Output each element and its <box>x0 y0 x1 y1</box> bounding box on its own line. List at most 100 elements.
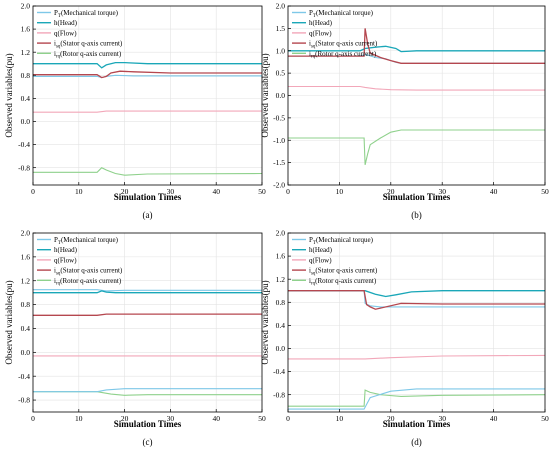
legend-label-rotor: irq(Rotor q-axis current) <box>54 50 122 60</box>
x-axis-label: Simulation Times <box>383 192 451 202</box>
legend-label-flow: q(Flow) <box>54 256 77 264</box>
y-tick-label: 1.2 <box>276 275 286 284</box>
series-line-torque <box>33 289 262 292</box>
legend-label-rotor: irq(Rotor q-axis current) <box>309 50 377 60</box>
legend-label-torque: PT(Mechanical torque) <box>54 236 119 246</box>
y-tick-label: 1.6 <box>21 25 31 34</box>
y-tick-label: 0.4 <box>21 324 31 333</box>
x-tick-label: 10 <box>75 187 83 196</box>
legend-label-rotor: irq(Rotor q-axis current) <box>54 277 122 287</box>
legend-label-torque: PT(Mechanical torque) <box>309 236 374 246</box>
series-line-rotor <box>33 167 263 176</box>
y-tick-label: -0.5 <box>273 113 285 122</box>
y-tick-label: 1.2 <box>21 276 31 285</box>
panel-label: (b) <box>411 210 422 220</box>
x-tick-label: 20 <box>121 414 129 423</box>
y-tick-label: -0.4 <box>18 372 30 381</box>
series-line-flow <box>288 85 545 91</box>
series-line-head <box>288 290 545 298</box>
series-line-stator <box>33 313 262 316</box>
x-tick-label: 50 <box>258 414 266 423</box>
legend-label-stator: isq(Stator q-axis current) <box>309 40 378 50</box>
y-tick-label: -2.0 <box>273 181 285 190</box>
series-line-stator <box>33 70 262 79</box>
y-tick-label: 0.8 <box>21 300 31 309</box>
y-tick-label: 0.0 <box>276 344 286 353</box>
legend: PT(Mechanical torque)h(Head) q(Flow) isq(S… <box>292 9 378 60</box>
y-tick-label: 0.4 <box>276 321 286 330</box>
legend-label-head: h(Head) <box>54 246 78 254</box>
x-tick-label: 10 <box>336 187 344 196</box>
panel-label: (a) <box>143 210 153 220</box>
legend-label-head: h(Head) <box>54 19 78 27</box>
x-tick-label: 50 <box>541 414 549 423</box>
y-tick-label: 0.0 <box>276 91 286 100</box>
x-tick-label: 0 <box>286 414 290 423</box>
legend-label-torque: PT(Mechanical torque) <box>54 9 119 19</box>
y-tick-label: 0.4 <box>21 94 31 103</box>
series-line-stator <box>288 290 545 310</box>
series-line-head <box>288 45 545 53</box>
chart-panel-a: 0 10 20 30 40 50 -0.8 -0.4 0.0 0.4 0.8 1.2 1.6 2.0 Sim… <box>4 2 266 220</box>
plot-frame <box>32 5 263 186</box>
x-axis-label: Simulation Times <box>383 419 451 429</box>
y-axis-label: Observed variables(pu) <box>260 280 270 364</box>
y-tick-label: -0.8 <box>18 396 30 405</box>
legend-label-stator: isq(Stator q-axis current) <box>54 40 123 50</box>
x-tick-label: 10 <box>75 414 83 423</box>
legend: PT(Mechanical torque)h(Head) q(Flow) isq(S… <box>37 9 123 60</box>
panel-label: (c) <box>143 437 153 447</box>
x-tick-label: 0 <box>31 414 35 423</box>
legend-label-head: h(Head) <box>309 19 333 27</box>
y-tick-label: 0.0 <box>21 348 31 357</box>
y-tick-label: 1.0 <box>276 46 286 55</box>
y-tick-label: 1.2 <box>21 48 31 57</box>
legend-label-stator: isq(Stator q-axis current) <box>54 267 123 277</box>
series-line-torque <box>33 388 262 393</box>
series-line-flow <box>33 110 262 113</box>
x-tick-label: 20 <box>121 187 129 196</box>
y-tick-label: 1.5 <box>276 24 286 33</box>
plot-frame <box>287 232 546 413</box>
x-tick-label: 30 <box>167 414 175 423</box>
y-tick-label: -0.4 <box>18 140 30 149</box>
y-tick-label: -0.8 <box>273 390 285 399</box>
legend: PT(Mechanical torque)h(Head) q(Flow) isq(S… <box>37 236 123 287</box>
x-tick-label: 10 <box>336 414 344 423</box>
x-axis-label: Simulation Times <box>114 419 182 429</box>
panel-label: (d) <box>411 437 422 447</box>
x-tick-label: 40 <box>212 187 220 196</box>
chart-panel-c: 0 10 20 30 40 50 -0.8 -0.4 0.0 0.4 0.8 1.2 1.6 2.0 Sim… <box>4 229 266 447</box>
y-axis-label: Observed variables(pu) <box>4 53 14 137</box>
y-tick-label: 1.6 <box>21 252 31 261</box>
legend: PT(Mechanical torque)h(Head) q(Flow) isq(S… <box>292 236 378 287</box>
y-tick-label: 0.5 <box>276 69 286 78</box>
x-tick-label: 20 <box>387 187 395 196</box>
legend-label-flow: q(Flow) <box>54 29 77 37</box>
chart-panel-b: 0 10 20 30 40 50 -2.0 -1.5 -1.0 -0.5 0.0 0.5 1.0 1.5 2… <box>260 2 549 220</box>
y-tick-label: 2.0 <box>276 2 286 11</box>
x-tick-label: 30 <box>438 414 446 423</box>
y-tick-label: 2.0 <box>21 229 31 238</box>
y-tick-label: 0.8 <box>21 71 31 80</box>
series-line-stator <box>288 28 545 64</box>
y-tick-label: 0.0 <box>21 117 31 126</box>
x-tick-label: 30 <box>167 187 175 196</box>
legend-label-torque: PT(Mechanical torque) <box>309 9 374 19</box>
y-tick-label: 2.0 <box>276 229 286 238</box>
legend-label-head: h(Head) <box>309 246 333 254</box>
x-tick-label: 40 <box>490 414 498 423</box>
chart-panel-d: 0 10 20 30 40 50 -0.8 -0.4 0.0 0.4 0.8 1.2 1.6 2.0 Sim… <box>260 229 549 447</box>
x-tick-label: 20 <box>387 414 395 423</box>
y-tick-label: -1.0 <box>273 136 285 145</box>
series-line-rotor <box>288 129 545 166</box>
x-tick-label: 0 <box>286 187 290 196</box>
x-tick-label: 40 <box>490 187 498 196</box>
x-tick-label: 0 <box>31 187 35 196</box>
x-axis-label: Simulation Times <box>114 192 182 202</box>
series-line-flow <box>288 354 546 360</box>
legend-label-flow: q(Flow) <box>309 256 332 264</box>
series-line-torque <box>33 74 262 79</box>
x-tick-label: 40 <box>212 414 220 423</box>
